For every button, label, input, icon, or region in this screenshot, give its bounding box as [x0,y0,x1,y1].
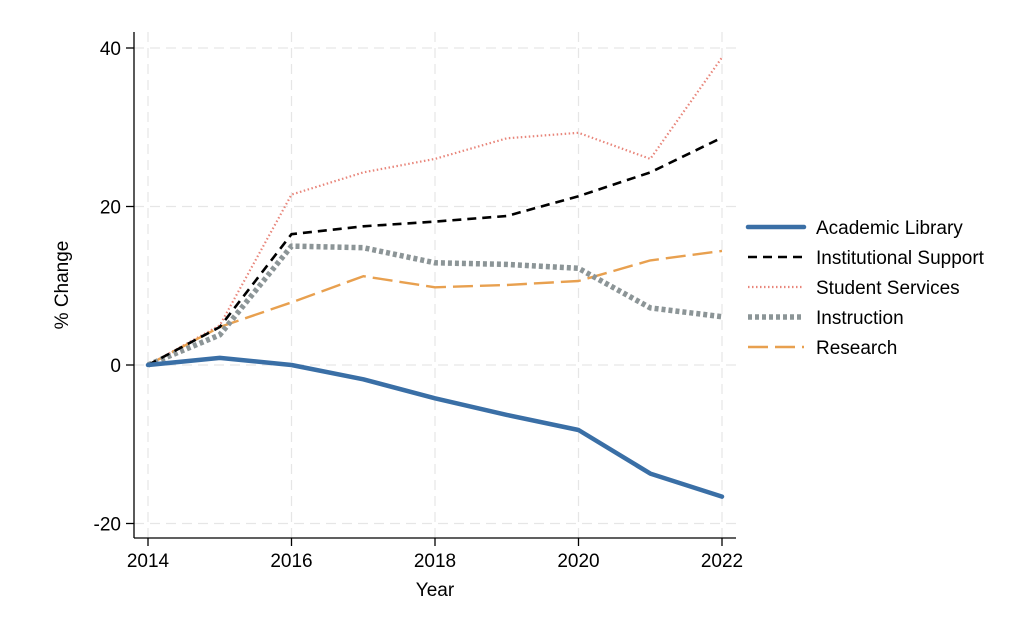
series-line-student-services [147,56,723,366]
series-line-research [147,249,723,367]
x-tick-label: 2016 [270,551,312,572]
x-tick-label: 2022 [701,551,743,572]
legend-label: Institutional Support [816,248,985,269]
x-tick-label: 2020 [557,551,599,572]
series-line-institutional-support [147,136,723,367]
legend: Academic Library Institutional Support Stu… [745,218,985,359]
axes [133,32,736,539]
y-tick-label: 40 [100,39,121,60]
legend-label: Student Services [816,278,960,299]
y-tick-label: -20 [94,515,121,536]
x-tick-label: 2014 [127,551,170,572]
y-axis-title: % Change [52,241,73,330]
x-axis-title: Year [416,580,455,601]
legend-label: Research [816,338,897,359]
series-line-instruction [146,243,723,368]
y-tick-label: 0 [110,356,121,377]
series-line-academic-library [145,355,725,499]
series-lines [145,56,725,499]
x-tick-label: 2018 [414,551,456,572]
legend-label: Instruction [816,308,904,329]
grid [134,32,736,538]
legend-label: Academic Library [816,218,963,239]
y-tick-label: 20 [100,198,121,219]
ticks: -20 0 20 40 2014 2016 2018 2020 2022 [94,39,744,572]
